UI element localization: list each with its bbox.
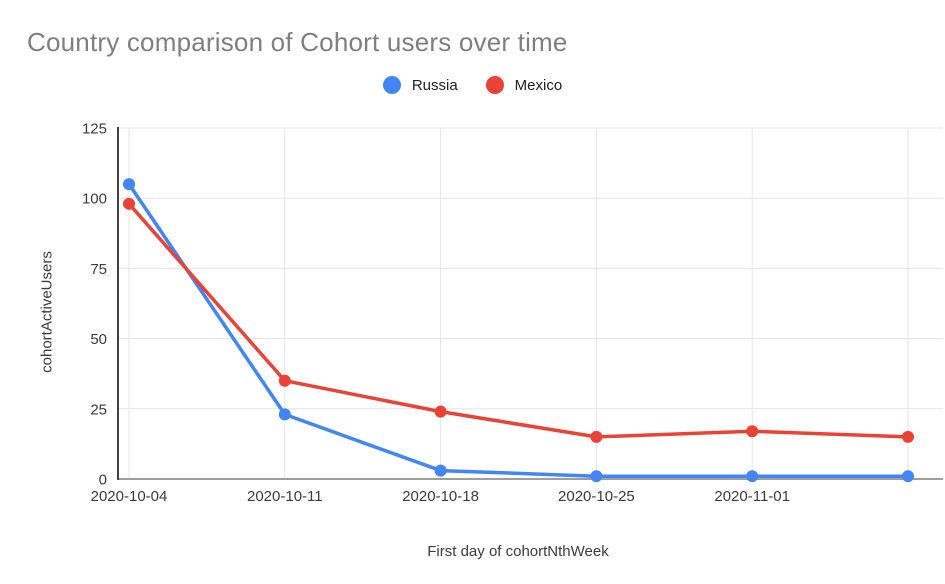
x-tick-label: 2020-10-18 [402,488,479,505]
legend-item-mexico[interactable]: Mexico [485,76,563,94]
x-tick-label: 2020-11-01 [714,488,790,505]
y-tick-label: 25 [90,401,107,418]
series-line-mexico [127,202,910,439]
data-point-mexico-5[interactable] [902,430,914,443]
data-point-mexico-2[interactable] [434,405,447,418]
data-point-mexico-4[interactable] [746,425,759,438]
data-point-russia-2[interactable] [434,464,447,477]
y-tick-label: 100 [82,191,107,208]
data-point-mexico-0[interactable] [123,197,135,210]
data-point-mexico-3[interactable] [590,430,603,443]
series-line-russia [127,182,910,478]
y-tick-label: 125 [82,121,107,138]
mexico-series-dot-icon [485,76,504,94]
x-tick-label: 2020-10-04 [91,488,168,505]
chart-title: Country comparison of Cohort users over … [27,27,568,57]
y-tick-label: 75 [90,261,107,278]
x-tick-label: 2020-10-25 [558,488,635,505]
data-point-russia-4[interactable] [746,470,759,483]
data-point-mexico-1[interactable] [278,374,291,387]
legend-label-russia: Russia [411,76,458,94]
data-point-russia-0[interactable] [123,178,135,191]
chart-legend: Russia Mexico [0,76,945,94]
data-point-russia-5[interactable] [902,470,914,483]
data-point-russia-1[interactable] [278,408,291,421]
y-tick-label: 0 [99,472,107,489]
data-point-russia-3[interactable] [590,470,603,483]
x-tick-label: 2020-10-11 [247,488,323,505]
x-axis-title: First day of cohortNthWeek [427,543,609,560]
russia-series-dot-icon [382,76,401,94]
y-tick-label: 50 [90,331,107,348]
legend-label-mexico: Mexico [514,76,563,94]
legend-item-russia[interactable]: Russia [382,76,458,94]
